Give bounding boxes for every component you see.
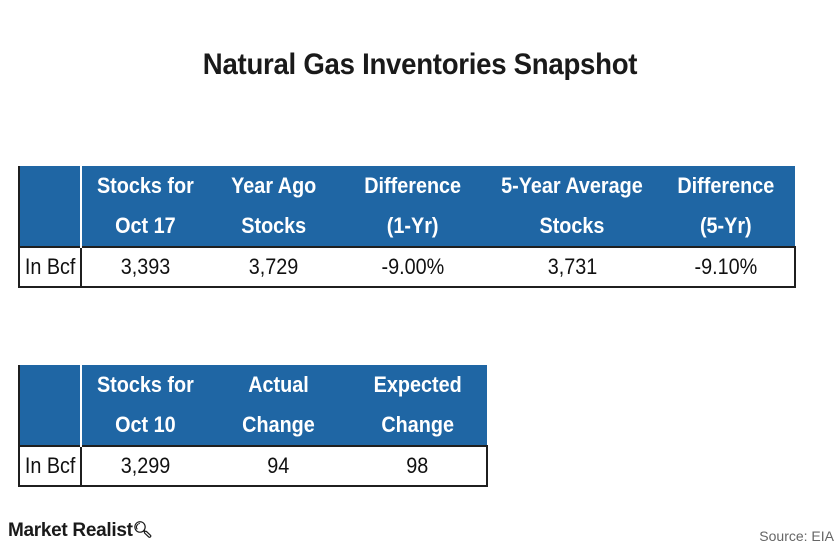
header-row-1: Stocks for Actual Expected: [19, 365, 487, 446]
header-row-1: Stocks for Year Ago Difference 5-Year Av…: [19, 166, 795, 247]
header-5yr-avg-line2: Stocks: [487, 206, 658, 247]
header-actual-change-line1: Actual: [208, 365, 348, 405]
header-year-ago-line1: Year Ago: [208, 166, 339, 206]
market-realist-logo: Market Realist🔍︎: [8, 520, 153, 542]
header-diff-1yr-line2: (1-Yr): [338, 206, 488, 247]
table-row: In Bcf 3,299 94 98: [18, 445, 489, 487]
source-note: Source: EIA: [759, 528, 834, 544]
header-diff-1yr-line1: Difference: [338, 166, 488, 206]
cell-stocks-oct10: 3,299: [80, 445, 209, 487]
header-corner: [19, 365, 82, 446]
magnifier-icon: 🔍︎: [132, 522, 153, 539]
cell-difference-1yr: -9.00%: [338, 246, 488, 288]
inventory-snapshot-table: Stocks for Year Ago Difference 5-Year Av…: [18, 166, 796, 288]
header-corner: [19, 166, 82, 247]
header-expected-change-line2: Change: [347, 405, 487, 446]
header-diff-5yr-line2: (5-Yr): [657, 206, 795, 247]
weekly-change-table: Stocks for Actual Expected Oct 10 Change…: [18, 365, 489, 487]
cell-stocks-oct17: 3,393: [80, 246, 209, 288]
logo-text: Market Realist: [8, 520, 133, 541]
row-label: In Bcf: [18, 445, 82, 487]
cell-actual-change: 94: [208, 445, 348, 487]
cell-5yr-average: 3,731: [487, 246, 658, 288]
table-row: In Bcf 3,393 3,729 -9.00% 3,731 -9.10%: [18, 246, 796, 288]
header-year-ago-line2: Stocks: [208, 206, 339, 247]
row-label: In Bcf: [18, 246, 82, 288]
header-stocks-oct17-line1: Stocks for: [80, 166, 209, 206]
header-expected-change-line1: Expected: [347, 365, 487, 405]
header-stocks-oct10-line1: Stocks for: [80, 365, 209, 405]
cell-expected-change: 98: [347, 445, 489, 487]
header-actual-change-line2: Change: [208, 405, 348, 446]
header-row-2: Oct 17 Stocks (1-Yr) Stocks (5-Yr): [19, 206, 795, 247]
header-stocks-oct17-line2: Oct 17: [80, 206, 209, 247]
header-5yr-avg-line1: 5-Year Average: [487, 166, 658, 206]
cell-year-ago-stocks: 3,729: [208, 246, 339, 288]
header-diff-5yr-line1: Difference: [657, 166, 795, 206]
chart-title: Natural Gas Inventories Snapshot: [202, 48, 638, 81]
header-row-2: Oct 10 Change Change: [19, 405, 487, 446]
header-stocks-oct10-line2: Oct 10: [80, 405, 209, 446]
cell-difference-5yr: -9.10%: [657, 246, 796, 288]
